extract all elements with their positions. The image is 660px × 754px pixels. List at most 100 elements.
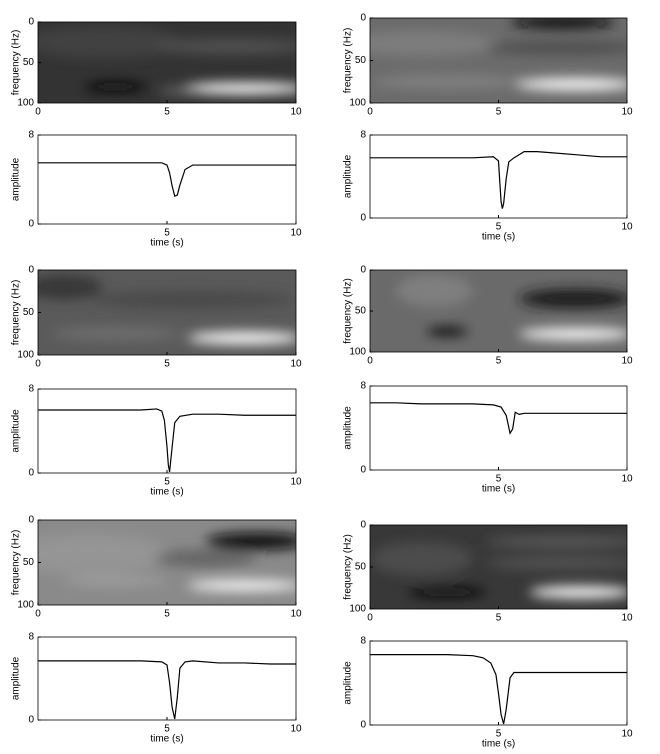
spectrogram-blob bbox=[187, 332, 296, 344]
spectrogram-texture bbox=[395, 274, 627, 340]
y-tick-label: 50 bbox=[23, 557, 35, 568]
axes-frame bbox=[369, 134, 628, 219]
spectrogram-texture bbox=[38, 26, 296, 95]
spectrogram-blob bbox=[370, 541, 473, 576]
x-tick-label: 10 bbox=[621, 107, 633, 118]
line bbox=[38, 660, 296, 720]
spectrogram-image bbox=[370, 525, 627, 609]
y-tick-label: 50 bbox=[23, 307, 35, 318]
y-tick-label: 8 bbox=[28, 632, 34, 643]
line bbox=[38, 408, 296, 473]
y-axis-label: amplitude bbox=[11, 157, 22, 201]
x-tick-label: 10 bbox=[621, 613, 633, 624]
axes-frame bbox=[37, 388, 297, 474]
spectrogram-texture bbox=[38, 532, 296, 591]
y-axis-label: frequency (Hz) bbox=[11, 530, 22, 596]
y-axis-label: frequency (Hz) bbox=[343, 534, 354, 600]
y-tick-label: 0 bbox=[28, 468, 34, 479]
x-tick-label: 0 bbox=[35, 609, 41, 620]
y-tick-label: 50 bbox=[355, 306, 367, 317]
x-tick-label: 10 bbox=[290, 724, 302, 735]
spectrogram-texture bbox=[38, 274, 296, 344]
x-tick-label: 5 bbox=[496, 474, 502, 485]
x-tick-label: 10 bbox=[621, 474, 633, 485]
spectrogram-image bbox=[38, 270, 296, 355]
spectrogram-blob bbox=[485, 40, 627, 55]
y-tick-label: 0 bbox=[360, 13, 366, 24]
x-tick-label: 10 bbox=[290, 609, 302, 620]
spectrogram-image bbox=[38, 520, 296, 605]
axes-frame bbox=[37, 134, 297, 225]
spectrogram-image bbox=[370, 270, 627, 352]
axes-frame bbox=[369, 640, 628, 726]
spectrogram-blob bbox=[370, 74, 525, 89]
y-tick-label: 100 bbox=[17, 600, 34, 611]
x-tick-label: 0 bbox=[367, 613, 373, 624]
y-axis-label: amplitude bbox=[11, 409, 22, 453]
y-tick-label: 0 bbox=[28, 219, 34, 230]
x-tick-label: 5 bbox=[496, 222, 502, 233]
line bbox=[370, 402, 627, 435]
y-tick-label: 8 bbox=[360, 130, 366, 141]
spectrogram-image bbox=[370, 18, 627, 103]
x-tick-label: 5 bbox=[496, 729, 502, 740]
spectrogram-blob bbox=[89, 291, 296, 309]
x-tick-label: 10 bbox=[290, 359, 302, 370]
y-tick-label: 0 bbox=[28, 715, 34, 726]
spectrogram-bg bbox=[370, 18, 627, 103]
x-tick-label: 5 bbox=[496, 356, 502, 367]
spectrogram-blob bbox=[516, 78, 627, 91]
y-tick-label: 0 bbox=[360, 265, 366, 276]
y-tick-label: 50 bbox=[23, 57, 35, 68]
y-tick-label: 100 bbox=[17, 350, 34, 361]
x-tick-label: 0 bbox=[367, 356, 373, 367]
y-tick-label: 100 bbox=[349, 347, 366, 358]
spectrogram-blob bbox=[370, 30, 499, 57]
y-tick-label: 0 bbox=[360, 720, 366, 731]
spectrogram-blob bbox=[38, 532, 167, 576]
spectrogram-texture bbox=[370, 536, 627, 599]
x-tick-label: 10 bbox=[290, 477, 302, 488]
y-tick-label: 0 bbox=[28, 17, 34, 28]
spectrogram-blob bbox=[529, 586, 627, 599]
x-tick-label: 10 bbox=[621, 729, 633, 740]
x-axis-label: time (s) bbox=[150, 487, 183, 498]
x-tick-label: 0 bbox=[35, 107, 41, 118]
x-tick-label: 0 bbox=[35, 359, 41, 370]
spectrogram-blob bbox=[511, 18, 615, 30]
x-tick-label: 5 bbox=[164, 107, 170, 118]
line bbox=[38, 162, 296, 198]
y-axis-label: frequency (Hz) bbox=[11, 30, 22, 96]
spectrogram-blob bbox=[154, 549, 258, 567]
x-tick-label: 5 bbox=[164, 228, 170, 239]
spectrogram-blob bbox=[519, 288, 627, 309]
y-axis-label: amplitude bbox=[11, 656, 22, 700]
y-tick-label: 100 bbox=[349, 98, 366, 109]
y-tick-label: 50 bbox=[355, 562, 367, 573]
spectrogram-texture bbox=[370, 18, 627, 91]
y-tick-label: 0 bbox=[360, 465, 366, 476]
line bbox=[370, 654, 627, 725]
y-tick-label: 100 bbox=[17, 98, 34, 109]
y-tick-label: 8 bbox=[360, 636, 366, 647]
x-axis-label: time (s) bbox=[482, 484, 515, 495]
spectrogram-blob bbox=[519, 328, 627, 340]
spectrogram-blob bbox=[50, 327, 180, 340]
y-tick-label: 8 bbox=[28, 130, 34, 141]
spectrogram-blob bbox=[426, 327, 468, 336]
spectrogram-blob bbox=[395, 274, 473, 307]
spectrogram-blob bbox=[485, 556, 627, 570]
y-tick-label: 0 bbox=[28, 265, 34, 276]
spectrogram-blob bbox=[159, 86, 201, 95]
x-tick-label: 5 bbox=[164, 477, 170, 488]
y-tick-label: 50 bbox=[355, 55, 367, 66]
spectrogram-blob bbox=[485, 536, 627, 547]
x-tick-label: 5 bbox=[164, 609, 170, 620]
spectrogram-blob bbox=[63, 576, 167, 586]
x-tick-label: 10 bbox=[621, 222, 633, 233]
x-tick-label: 10 bbox=[621, 356, 633, 367]
x-tick-label: 5 bbox=[496, 107, 502, 118]
spectrogram-blob bbox=[38, 274, 103, 300]
axes-frame bbox=[369, 385, 628, 471]
